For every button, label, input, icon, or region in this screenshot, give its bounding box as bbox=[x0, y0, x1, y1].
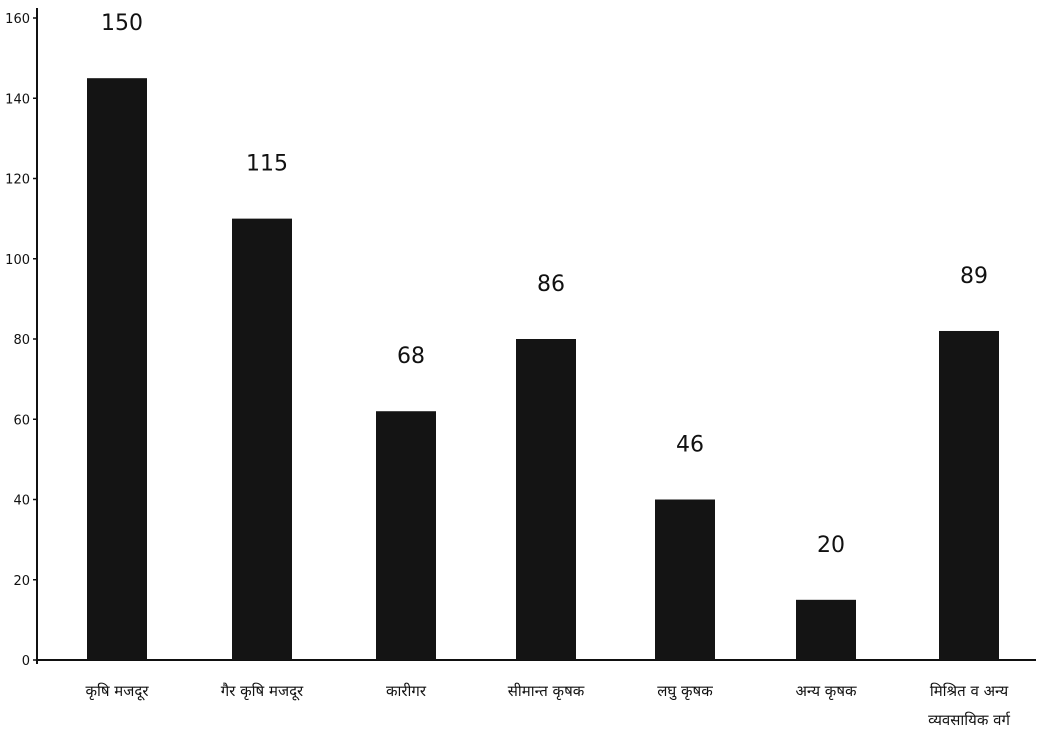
x-tick-label: सीमान्त कृषक bbox=[508, 682, 585, 701]
bar bbox=[516, 339, 576, 660]
data-labels: 150 115 68 86 46 20 89 bbox=[101, 11, 988, 558]
bar bbox=[376, 411, 436, 660]
x-tick-label: मिश्रित व अन्य bbox=[930, 682, 1009, 700]
bar bbox=[87, 78, 147, 660]
x-tick-label: कारीगर bbox=[386, 682, 427, 700]
data-label: 20 bbox=[817, 533, 845, 558]
bar bbox=[655, 499, 715, 660]
x-tick-label: कृषि मजदूर bbox=[85, 682, 149, 701]
x-tick-label: गैर कृषि मजदूर bbox=[221, 682, 304, 701]
data-label: 89 bbox=[960, 264, 988, 289]
y-tick-label: 40 bbox=[13, 494, 30, 509]
y-tick-label: 100 bbox=[5, 253, 30, 268]
bar bbox=[232, 218, 292, 660]
x-tick-label: व्यवसायिक वर्ग bbox=[928, 711, 1011, 729]
y-tick-label: 0 bbox=[22, 654, 30, 669]
data-label: 46 bbox=[676, 433, 704, 458]
bar bbox=[939, 330, 999, 660]
bars bbox=[87, 78, 999, 660]
x-tick-label: अन्य कृषक bbox=[795, 682, 857, 701]
y-tick-label: 160 bbox=[5, 12, 30, 27]
y-tick-label: 60 bbox=[13, 413, 30, 428]
x-tick-label: लघु कृषक bbox=[657, 682, 713, 701]
y-tick-label: 140 bbox=[5, 92, 30, 107]
y-tick-label: 20 bbox=[13, 574, 30, 589]
data-label: 115 bbox=[246, 152, 288, 177]
y-tick-label: 120 bbox=[5, 173, 30, 188]
data-label: 86 bbox=[537, 272, 565, 297]
y-ticks: 0 20 40 60 80 100 120 140 160 bbox=[5, 12, 37, 669]
data-label: 68 bbox=[397, 344, 425, 369]
data-label: 150 bbox=[101, 11, 143, 36]
category-labels: कृषि मजदूर गैर कृषि मजदूर कारीगर सीमान्त कृ… bbox=[85, 682, 1010, 729]
bar bbox=[796, 599, 856, 660]
y-tick-label: 80 bbox=[13, 333, 30, 348]
